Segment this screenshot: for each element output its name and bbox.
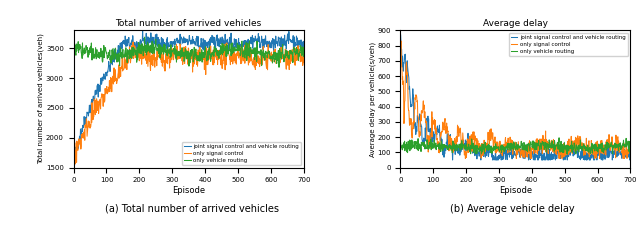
joint signal control and vehicle routing [135, 42, 143, 45]
X-axis label: Episode: Episode [172, 186, 205, 195]
only vehicle routing [548, 147, 556, 149]
Line: only vehicle routing: only vehicle routing [401, 138, 630, 154]
only vehicle routing [278, 52, 285, 55]
only signal control [70, 163, 78, 166]
joint signal control and vehicle routing [453, 150, 461, 153]
only vehicle routing [300, 46, 308, 49]
only vehicle routing [472, 153, 480, 155]
joint signal control and vehicle routing [627, 151, 634, 154]
Text: (a) Total number of arrived vehicles: (a) Total number of arrived vehicles [105, 204, 279, 214]
only signal control [548, 146, 556, 148]
Line: joint signal control and vehicle routing: joint signal control and vehicle routing [401, 35, 630, 160]
only vehicle routing [249, 52, 257, 55]
only signal control [397, 40, 405, 42]
only signal control [461, 157, 469, 160]
joint signal control and vehicle routing [143, 37, 151, 40]
joint signal control and vehicle routing [221, 33, 229, 36]
only signal control [143, 56, 151, 59]
only signal control [462, 153, 470, 156]
joint signal control and vehicle routing [462, 141, 470, 144]
only signal control [249, 64, 257, 66]
joint signal control and vehicle routing [449, 159, 456, 161]
joint signal control and vehicle routing [139, 28, 147, 31]
only signal control [135, 49, 143, 51]
only vehicle routing [397, 142, 404, 144]
Legend: joint signal control and vehicle routing, only signal control, only vehicle rout: joint signal control and vehicle routing… [509, 33, 628, 56]
only vehicle routing [126, 56, 134, 59]
only signal control [453, 140, 461, 143]
only vehicle routing [470, 142, 477, 145]
joint signal control and vehicle routing [278, 36, 285, 38]
Title: Average delay: Average delay [483, 19, 548, 28]
Line: joint signal control and vehicle routing: joint signal control and vehicle routing [74, 30, 304, 166]
only vehicle routing [556, 136, 563, 139]
Legend: joint signal control and vehicle routing, only signal control, only vehicle rout: joint signal control and vehicle routing… [182, 142, 301, 165]
only vehicle routing [275, 66, 283, 69]
joint signal control and vehicle routing [548, 158, 556, 161]
only vehicle routing [576, 144, 584, 147]
only vehicle routing [135, 41, 143, 44]
joint signal control and vehicle routing [300, 44, 308, 46]
joint signal control and vehicle routing [397, 34, 404, 36]
only vehicle routing [605, 143, 612, 145]
joint signal control and vehicle routing [604, 147, 612, 149]
only vehicle routing [627, 141, 634, 144]
X-axis label: Episode: Episode [499, 186, 532, 195]
Text: (b) Average vehicle delay: (b) Average vehicle delay [450, 204, 574, 214]
only vehicle routing [461, 145, 469, 148]
only signal control [129, 41, 137, 43]
joint signal control and vehicle routing [470, 147, 477, 150]
only signal control [470, 130, 478, 133]
Line: only vehicle routing: only vehicle routing [74, 37, 304, 67]
Line: only signal control: only signal control [74, 42, 304, 164]
Y-axis label: Total number of arrived vehicles(veh): Total number of arrived vehicles(veh) [38, 34, 45, 164]
only vehicle routing [453, 144, 461, 146]
Title: Total number of arrived vehicles: Total number of arrived vehicles [115, 19, 262, 28]
joint signal control and vehicle routing [249, 41, 257, 44]
only vehicle routing [70, 52, 78, 55]
only signal control [300, 61, 308, 63]
only signal control [221, 68, 229, 71]
Line: only signal control: only signal control [401, 41, 630, 158]
only signal control [605, 142, 612, 144]
only vehicle routing [143, 44, 151, 47]
only signal control [278, 48, 285, 50]
only signal control [397, 47, 404, 49]
only signal control [576, 144, 584, 147]
only vehicle routing [221, 49, 229, 52]
joint signal control and vehicle routing [126, 45, 134, 48]
only vehicle routing [141, 36, 148, 38]
only signal control [627, 152, 634, 155]
joint signal control and vehicle routing [70, 165, 78, 167]
joint signal control and vehicle routing [576, 156, 584, 159]
only signal control [126, 58, 134, 61]
Y-axis label: Average delay per vehicle(s/veh): Average delay per vehicle(s/veh) [369, 41, 376, 157]
